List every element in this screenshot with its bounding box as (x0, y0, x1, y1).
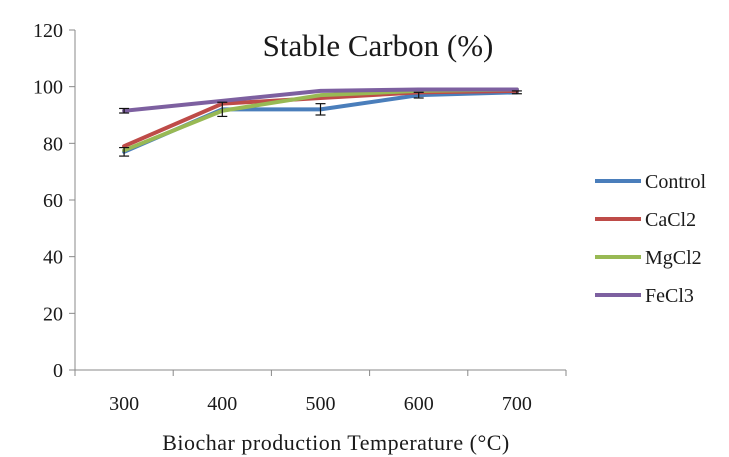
legend-item-control: Control (595, 171, 707, 193)
series-layer (122, 87, 519, 154)
error-bar-control (217, 101, 228, 118)
x-axis-title: Biochar production Temperature (°C) (162, 430, 510, 455)
y-tick-label: 20 (43, 303, 63, 325)
axes: 0 20 40 60 80 100 120 300 400 500 600 700 (33, 20, 567, 415)
error-bar-control (413, 91, 424, 99)
error-bar-fecl3 (119, 107, 130, 114)
error-bars (119, 90, 522, 157)
legend-label: CaCl2 (645, 209, 696, 231)
legend-item-fecl3: FeCl3 (595, 285, 694, 307)
error-bar-control (119, 146, 130, 157)
y-tick-label: 80 (43, 133, 63, 155)
error-bar-control (315, 103, 326, 116)
y-tick-label: 60 (43, 190, 63, 212)
y-tick-label: 100 (33, 77, 63, 99)
legend-label: Control (645, 171, 707, 193)
x-tick-label: 600 (404, 393, 434, 415)
legend-item-mgcl2: MgCl2 (595, 247, 702, 269)
legend-label: FeCl3 (645, 285, 694, 307)
legend: Control CaCl2 MgCl2 FeCl3 (595, 171, 707, 307)
legend-item-cacl2: CaCl2 (595, 209, 696, 231)
series-line-fecl3 (122, 87, 519, 113)
x-tick-label: 400 (207, 393, 237, 415)
error-bar-control (511, 90, 522, 95)
x-tick-label: 700 (502, 393, 532, 415)
x-tick-label: 300 (109, 393, 139, 415)
legend-label: MgCl2 (645, 247, 702, 269)
y-tick-label: 40 (43, 247, 63, 269)
series-line-cacl2 (122, 88, 519, 149)
chart-title: Stable Carbon (%) (263, 28, 494, 63)
y-tick-label: 120 (33, 20, 63, 42)
x-tick-label: 500 (306, 393, 336, 415)
y-tick-label: 0 (53, 360, 63, 382)
